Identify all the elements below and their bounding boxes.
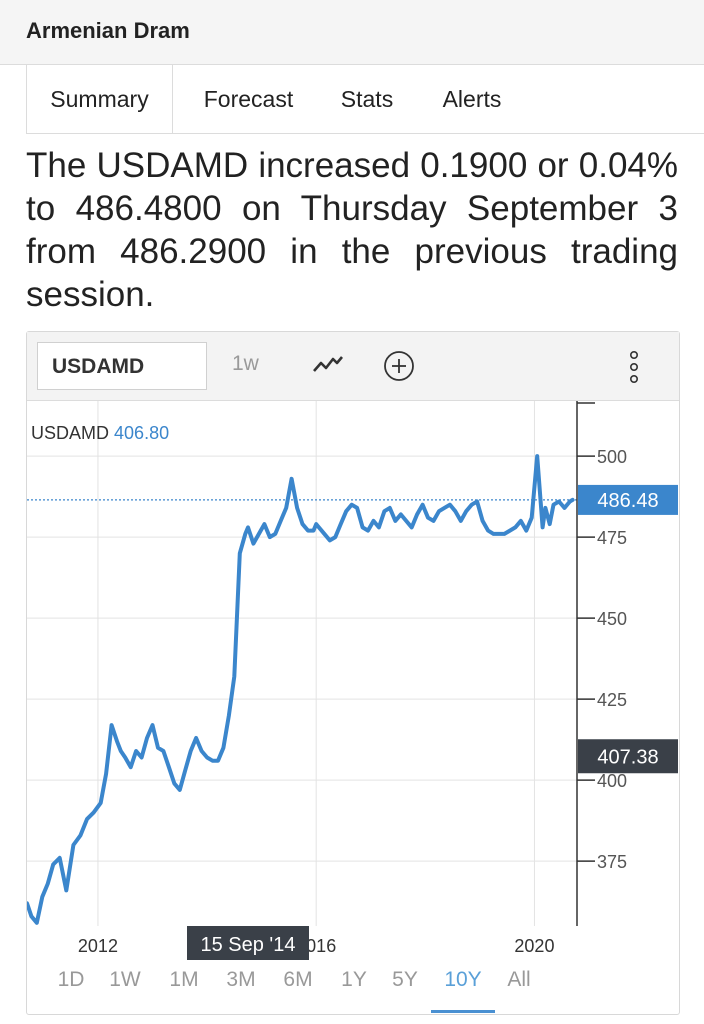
chart-grid <box>27 401 577 926</box>
x-tick-label: 2020 <box>514 936 554 956</box>
y-tick-label: 450 <box>597 609 627 629</box>
range-1m-button[interactable]: 1M <box>169 968 199 991</box>
tab-bar: Summary Forecast Stats Alerts <box>26 65 704 134</box>
date-tooltip: 15 Sep '14 <box>187 926 309 960</box>
range-10y-button[interactable]: 10Y <box>444 968 482 991</box>
last-price-tag: 486.48 <box>578 484 678 515</box>
y-tick-label: 400 <box>597 771 627 791</box>
add-circle-icon[interactable] <box>383 350 415 382</box>
line-chart-icon[interactable] <box>311 352 345 378</box>
crosshair-value-label: 407.38 <box>597 746 658 768</box>
chart-panel: USDAMD 1w 375 400 425 450 475 500 2012 2016 202… <box>26 331 680 1015</box>
range-5y-button[interactable]: 5Y <box>392 968 418 991</box>
more-vertical-icon[interactable] <box>627 349 641 385</box>
active-range-indicator <box>431 1010 495 1013</box>
app-header: Armenian Dram <box>0 0 704 65</box>
chart-legend: USDAMD 406.80 <box>31 423 169 443</box>
y-tick-label: 500 <box>597 447 627 467</box>
usdamd-series-line <box>27 454 575 925</box>
tab-summary[interactable]: Summary <box>26 65 173 133</box>
price-chart[interactable]: 375 400 425 450 475 500 2012 2016 2020 USDAMD 4… <box>27 401 679 961</box>
range-6m-button[interactable]: 6M <box>283 968 313 991</box>
x-axis-ticks: 2012 2016 2020 <box>78 936 555 956</box>
last-price-label: 486.48 <box>597 490 658 512</box>
y-axis-ticks: 375 400 425 450 475 500 <box>577 447 627 872</box>
crosshair-tag: 407.38 <box>578 739 678 774</box>
chart-toolbar: USDAMD 1w <box>27 332 679 401</box>
range-all-button[interactable]: All <box>507 968 531 991</box>
y-tick-label: 375 <box>597 852 627 872</box>
range-1w-button[interactable]: 1W <box>109 968 141 991</box>
date-tooltip-bg <box>187 926 309 960</box>
range-selector: 1D 1W 1M 3M 6M 1Y 5Y 10Y All <box>27 962 679 1014</box>
interval-selector[interactable]: 1w <box>232 352 259 375</box>
range-3m-button[interactable]: 3M <box>226 968 256 991</box>
tab-alerts[interactable]: Alerts <box>442 86 502 112</box>
crosshair-tag-bg <box>578 739 678 774</box>
y-tick-label: 475 <box>597 528 627 548</box>
x-tick-label: 2012 <box>78 936 118 956</box>
tab-forecast[interactable]: Forecast <box>203 86 294 112</box>
legend-value: 406.80 <box>114 423 169 443</box>
date-tooltip-label: 15 Sep '14 <box>200 934 295 956</box>
range-1d-button[interactable]: 1D <box>57 968 85 991</box>
last-price-tag-bg <box>578 484 678 515</box>
page-title: Armenian Dram <box>26 18 190 43</box>
summary-text: The USDAMD increased 0.1900 or 0.04% to … <box>26 146 678 314</box>
tab-stats[interactable]: Stats <box>340 86 394 112</box>
legend-symbol: USDAMD <box>31 423 109 443</box>
symbol-input[interactable]: USDAMD <box>37 342 207 390</box>
range-1y-button[interactable]: 1Y <box>341 968 367 991</box>
y-tick-label: 425 <box>597 690 627 710</box>
